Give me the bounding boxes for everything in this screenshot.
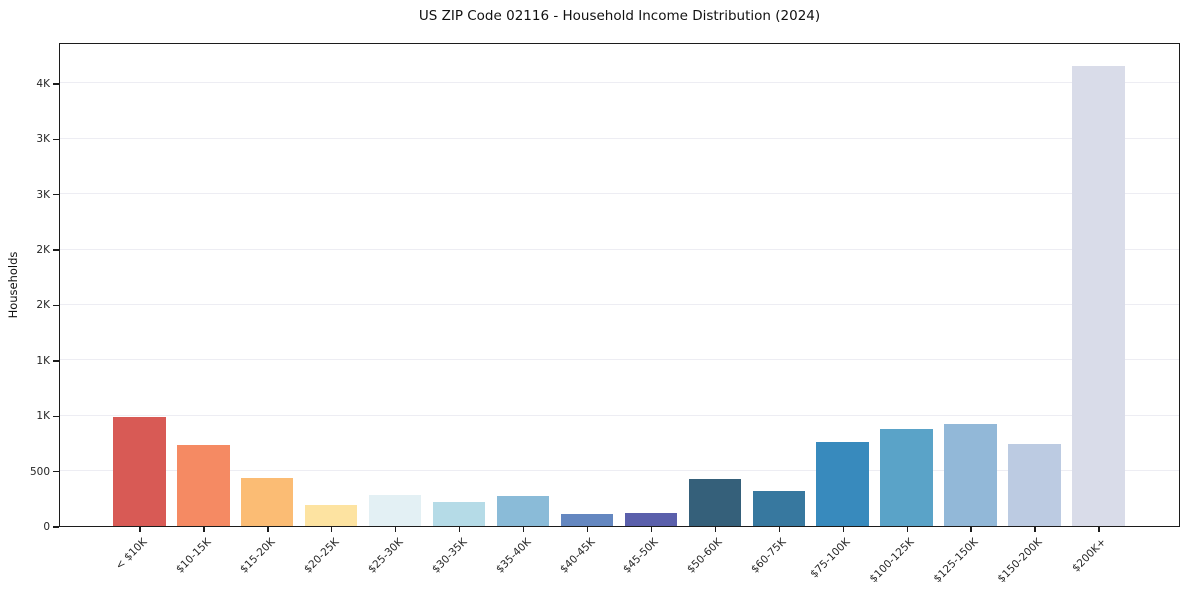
x-tick-mark	[842, 527, 844, 532]
x-tick-label: < $10K	[113, 536, 150, 573]
bar-100-125k	[880, 429, 933, 526]
y-tick-label: 2K	[36, 299, 50, 312]
plot-area	[59, 43, 1180, 527]
grid-line	[60, 248, 1179, 250]
y-tick-mark	[53, 304, 59, 307]
chart-title: US ZIP Code 02116 - Household Income Dis…	[418, 8, 821, 24]
x-tick-mark	[778, 527, 781, 532]
bar-150-200k	[1008, 444, 1061, 526]
grid-line	[60, 470, 1179, 472]
bar-75-100k	[816, 442, 869, 526]
x-tick-mark	[522, 527, 525, 532]
y-tick-label: 2K	[36, 244, 50, 257]
y-tick-mark	[53, 83, 59, 85]
x-tick-mark	[1034, 527, 1036, 532]
y-tick-label: 0	[43, 521, 50, 533]
x-tick-mark	[458, 527, 461, 532]
bar-30-35k	[432, 501, 486, 526]
bar-35-40k	[496, 496, 550, 526]
grid-line	[60, 137, 1179, 139]
x-tick-mark	[906, 527, 908, 532]
x-tick-mark	[203, 527, 205, 532]
bar-10-15k	[177, 445, 230, 526]
bar-10k	[113, 417, 166, 526]
bar-125-150k	[944, 424, 997, 526]
y-tick-label: 1K	[36, 410, 50, 423]
y-tick-mark	[53, 360, 59, 362]
x-tick-mark	[970, 527, 972, 532]
bar-50-60k	[688, 479, 741, 526]
x-tick-mark	[650, 527, 653, 532]
x-tick-mark	[586, 527, 589, 532]
bar-20-25k	[304, 504, 358, 526]
y-tick-label: 4K	[36, 77, 50, 90]
x-tick-mark	[1098, 527, 1100, 532]
y-tick-mark	[53, 415, 59, 417]
x-tick-mark	[714, 527, 717, 532]
y-tick-mark	[53, 194, 59, 196]
bar-25-30k	[368, 495, 422, 526]
bar-15-20k	[241, 478, 294, 526]
y-tick-mark	[53, 249, 59, 251]
y-tick-label: 1K	[36, 354, 50, 367]
x-tick-mark	[267, 527, 269, 532]
grid-line	[60, 414, 1179, 416]
y-tick-mark	[53, 470, 59, 473]
grid-line	[60, 193, 1179, 195]
grid-line	[60, 359, 1179, 361]
bar-60-75k	[752, 490, 805, 526]
grid-line	[60, 82, 1179, 84]
grid-line	[60, 304, 1179, 305]
y-tick-label: 3K	[36, 133, 50, 146]
x-tick-mark	[395, 527, 397, 532]
y-tick-label: 3K	[36, 188, 50, 201]
x-tick-mark	[139, 527, 141, 532]
x-tick-mark	[331, 527, 333, 532]
y-tick-mark	[53, 138, 59, 141]
y-tick-mark	[53, 526, 59, 528]
bar-40-45k	[560, 513, 614, 526]
bar-200k	[1072, 66, 1125, 526]
y-tick-label: 500	[29, 465, 50, 478]
bar-45-50k	[624, 512, 678, 526]
